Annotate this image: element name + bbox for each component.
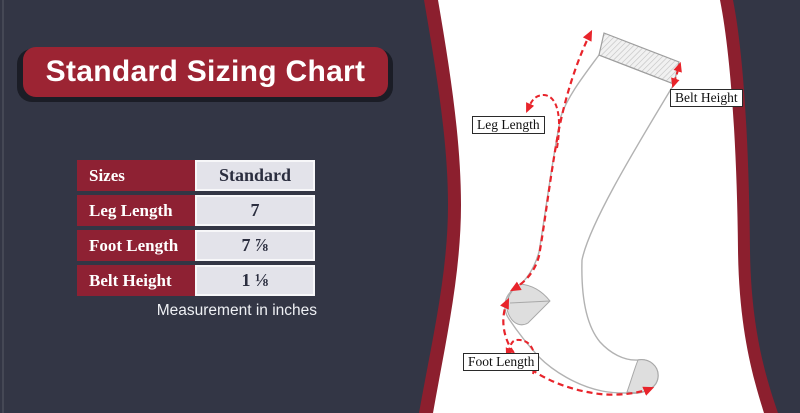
belt-height-arrow	[671, 61, 682, 89]
table-row-foot-length: Foot Length 7 ⅞	[77, 230, 315, 261]
foot-length-label: Foot Length	[463, 353, 540, 371]
left-edge-highlight	[2, 0, 4, 413]
title-banner: Standard Sizing Chart	[23, 47, 388, 97]
row-value: 7	[195, 195, 315, 226]
table-header-label: Sizes	[77, 160, 195, 191]
foot-label-hook-arrow	[505, 338, 536, 375]
leg-label-hook-arrow	[526, 93, 560, 149]
foot-length-arrow	[500, 297, 655, 396]
page-title: Standard Sizing Chart	[45, 55, 366, 88]
belt-height-label: Belt Height	[670, 89, 743, 107]
table-row-belt-height: Belt Height 1 ⅛	[77, 265, 315, 296]
table-header-row: Sizes Standard	[77, 160, 315, 191]
table-row-leg-length: Leg Length 7	[77, 195, 315, 226]
row-label: Leg Length	[77, 195, 195, 226]
leg-length-label: Leg Length	[472, 116, 545, 134]
row-label: Foot Length	[77, 230, 195, 261]
row-label: Belt Height	[77, 265, 195, 296]
sizing-table: Sizes Standard Leg Length 7 Foot Length …	[77, 160, 315, 300]
table-header-value: Standard	[195, 160, 315, 191]
row-value: 1 ⅛	[195, 265, 315, 296]
row-value: 7 ⅞	[195, 230, 315, 261]
measurement-note: Measurement in inches	[156, 302, 317, 319]
